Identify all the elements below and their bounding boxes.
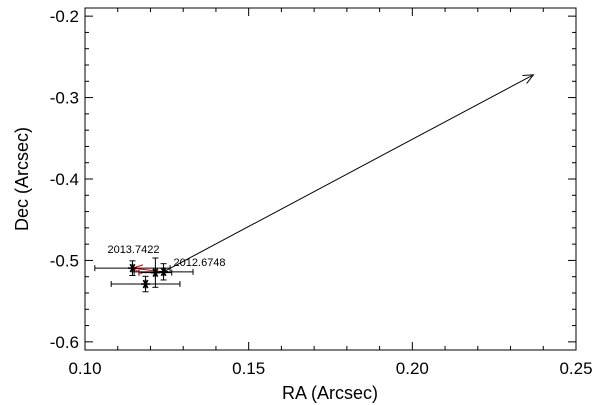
y-tick-labels: -0.6 -0.5 -0.4 -0.3 -0.2: [50, 7, 79, 352]
x-tick-label: 0.15: [232, 359, 265, 378]
y-tick-label: -0.6: [50, 333, 79, 352]
x-tick-labels: 0.10 0.15 0.20 0.25: [68, 359, 592, 378]
x-axis-title: RA (Arcsec): [282, 383, 378, 403]
x-tick-label: 0.10: [68, 359, 101, 378]
annotations: 2013.7422 2012.6748: [107, 244, 225, 269]
plot-frame: [84, 7, 577, 351]
x-tick-label: 0.20: [396, 359, 429, 378]
epoch-label: 2012.6748: [174, 257, 226, 269]
y-tick-label: -0.5: [50, 251, 79, 270]
data-point: [150, 268, 160, 278]
data-points: [127, 263, 169, 289]
y-tick-label: -0.3: [50, 89, 79, 108]
data-point: [127, 263, 137, 273]
arrows: [131, 74, 535, 275]
y-tick-label: -0.2: [50, 7, 79, 26]
epoch-label: 2013.7422: [107, 244, 159, 256]
axis-ticks: [84, 8, 577, 350]
red-track: [132, 267, 164, 273]
data-point: [159, 267, 169, 277]
motion-arrow-head: [522, 74, 535, 84]
y-tick-label: -0.4: [50, 170, 79, 189]
data-point: [141, 279, 151, 289]
motion-arrow: [163, 74, 534, 273]
x-tick-label: 0.25: [559, 359, 592, 378]
y-axis-title: Dec (Arcsec): [12, 127, 32, 231]
